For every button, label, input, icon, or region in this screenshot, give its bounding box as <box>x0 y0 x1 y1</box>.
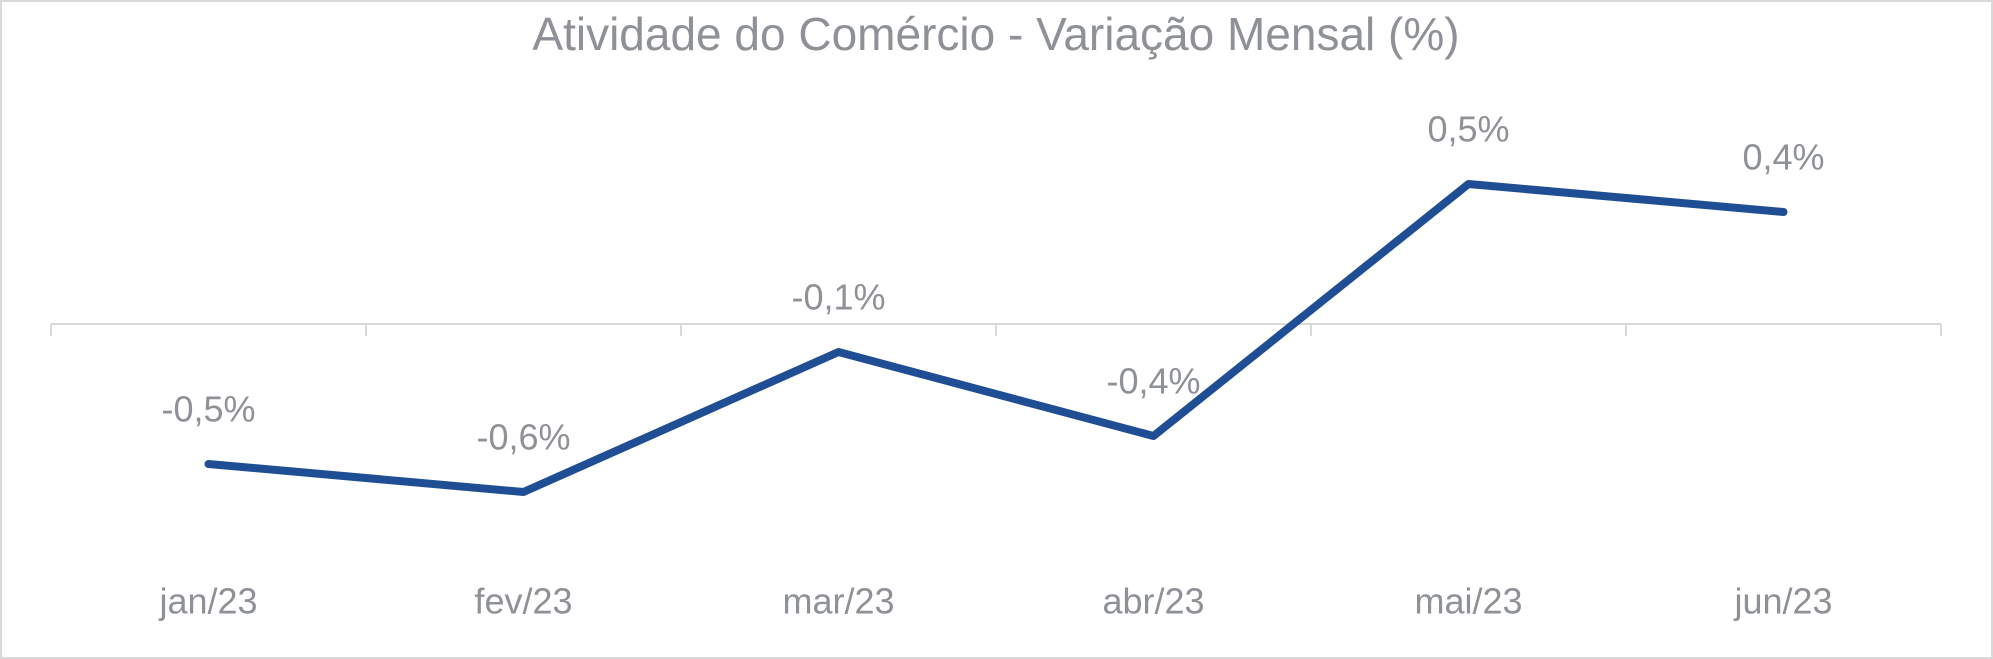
chart-title: Atividade do Comércio - Variação Mensal … <box>532 8 1459 60</box>
data-label: -0,1% <box>791 277 885 318</box>
x-tick-label: mai/23 <box>1414 581 1522 622</box>
x-tick-label: abr/23 <box>1102 581 1204 622</box>
data-label: -0,6% <box>476 417 570 458</box>
data-label: 0,5% <box>1427 109 1509 150</box>
data-label: 0,4% <box>1742 137 1824 178</box>
data-label: -0,4% <box>1106 361 1200 402</box>
x-tick-label: mar/23 <box>782 581 894 622</box>
x-tick-label: fev/23 <box>474 581 572 622</box>
x-tick-label: jan/23 <box>158 581 257 622</box>
data-line <box>204 180 1788 496</box>
x-tick-label: jun/23 <box>1733 581 1832 622</box>
data-label: -0,5% <box>161 389 255 430</box>
